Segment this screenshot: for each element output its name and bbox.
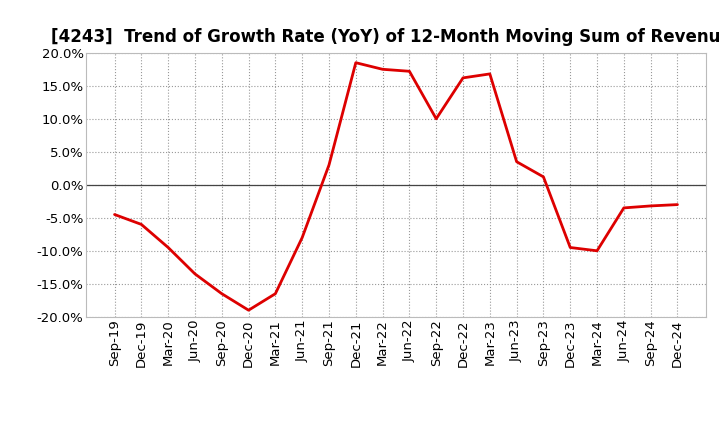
- Title: [4243]  Trend of Growth Rate (YoY) of 12-Month Moving Sum of Revenues: [4243] Trend of Growth Rate (YoY) of 12-…: [50, 28, 720, 46]
